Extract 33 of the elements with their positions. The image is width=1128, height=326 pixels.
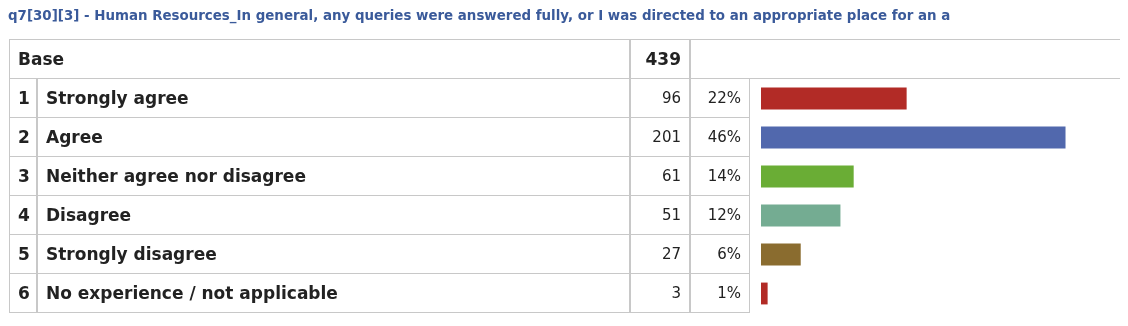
y-tick-label: Strongly agree xyxy=(37,78,630,118)
bar xyxy=(761,87,907,110)
data-label: 1% xyxy=(690,273,750,313)
data-label: 14% xyxy=(690,156,750,196)
text: 27 xyxy=(630,234,690,274)
bar xyxy=(761,126,1066,149)
data-label: 22% xyxy=(690,78,750,118)
text: Base xyxy=(9,39,630,79)
text: 4 xyxy=(9,195,37,235)
y-tick-label: Neither agree nor disagree xyxy=(37,156,630,196)
y-tick-label: Agree xyxy=(37,117,630,157)
bar xyxy=(761,282,768,305)
text: 3 xyxy=(9,156,37,196)
text: 96 xyxy=(630,78,690,118)
data-label: 6% xyxy=(690,234,750,274)
text: 439 xyxy=(630,39,690,79)
text: 201 xyxy=(630,117,690,157)
text: 5 xyxy=(9,234,37,274)
text: 2 xyxy=(9,117,37,157)
bar xyxy=(761,243,801,266)
y-tick-label: Strongly disagree xyxy=(37,234,630,274)
text: 1 xyxy=(9,78,37,118)
data-label: 46% xyxy=(690,117,750,157)
bar xyxy=(761,165,854,188)
data-label: 12% xyxy=(690,195,750,235)
text: 6 xyxy=(9,273,37,313)
y-tick-label: Disagree xyxy=(37,195,630,235)
text: 51 xyxy=(630,195,690,235)
text: 3 xyxy=(630,273,690,313)
text: 61 xyxy=(630,156,690,196)
bar xyxy=(761,204,841,227)
y-tick-label: No experience / not applicable xyxy=(37,273,630,313)
text: q7[30][3] - Human Resources_In general, any queries were answered fully, or I was directed to an appropriate place for an a xyxy=(8,8,951,23)
